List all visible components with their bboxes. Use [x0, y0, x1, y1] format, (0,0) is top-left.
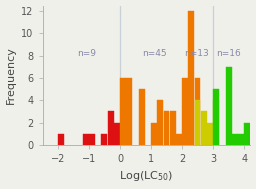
Bar: [170, 112, 176, 145]
Bar: [108, 112, 114, 145]
Text: n=9: n=9: [77, 49, 96, 58]
Bar: [83, 134, 89, 145]
Bar: [201, 112, 207, 145]
Bar: [232, 134, 238, 145]
Y-axis label: Frequency: Frequency: [6, 46, 16, 104]
Bar: [207, 123, 213, 145]
Bar: [238, 134, 244, 145]
Bar: [58, 134, 64, 145]
Bar: [151, 123, 157, 145]
Text: n=13: n=13: [184, 49, 208, 58]
Bar: [126, 78, 132, 145]
Bar: [157, 100, 163, 145]
Bar: [188, 11, 194, 145]
Bar: [213, 89, 219, 145]
Bar: [139, 89, 145, 145]
Bar: [164, 112, 169, 145]
Bar: [213, 100, 219, 145]
Bar: [195, 78, 200, 145]
Text: n=45: n=45: [142, 49, 166, 58]
Bar: [226, 67, 231, 145]
Bar: [120, 78, 126, 145]
Bar: [101, 134, 107, 145]
Bar: [114, 123, 120, 145]
Bar: [244, 123, 250, 145]
X-axis label: Log(LC$_{50}$): Log(LC$_{50}$): [119, 170, 174, 184]
Bar: [176, 134, 182, 145]
Bar: [89, 134, 95, 145]
Bar: [182, 78, 188, 145]
Bar: [207, 134, 213, 145]
Text: n=16: n=16: [216, 49, 241, 58]
Bar: [195, 100, 200, 145]
